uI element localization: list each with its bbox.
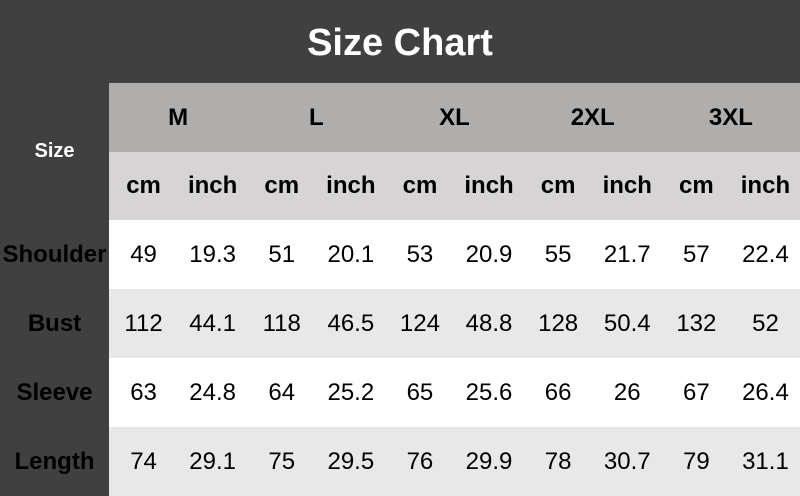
unit-header: inch (454, 152, 524, 220)
table-row: Bust 112 44.1 118 46.5 124 48.8 128 50.4 132 52 (0, 289, 800, 358)
size-header: 3XL (661, 83, 800, 152)
table-cell: 30.7 (592, 427, 662, 496)
unit-header: inch (178, 152, 248, 220)
table-cell: 74 (109, 427, 179, 496)
table-cell: 46.5 (316, 289, 386, 358)
unit-header-row: cm inch cm inch cm inch cm inch cm inch (0, 152, 800, 220)
table-cell: 52 (730, 289, 800, 358)
table-cell: 76 (385, 427, 455, 496)
row-label: Sleeve (0, 358, 109, 427)
table-cell: 20.1 (316, 220, 386, 289)
unit-header: cm (247, 152, 317, 220)
table-cell: 64 (247, 358, 317, 427)
unit-header: inch (316, 152, 386, 220)
size-header: M (109, 83, 248, 152)
table-cell: 29.1 (178, 427, 248, 496)
table-cell: 124 (385, 289, 455, 358)
table-cell: 112 (109, 289, 179, 358)
table-cell: 25.6 (454, 358, 524, 427)
unit-header: inch (730, 152, 800, 220)
table-cell: 31.1 (730, 427, 800, 496)
table-cell: 51 (247, 220, 317, 289)
unit-header: cm (661, 152, 731, 220)
table-cell: 44.1 (178, 289, 248, 358)
table-cell: 24.8 (178, 358, 248, 427)
table-cell: 50.4 (592, 289, 662, 358)
table-cell: 48.8 (454, 289, 524, 358)
table-cell: 63 (109, 358, 179, 427)
table-cell: 49 (109, 220, 179, 289)
size-header: XL (385, 83, 524, 152)
table-cell: 55 (523, 220, 593, 289)
row-label: Bust (0, 289, 109, 358)
table-cell: 26.4 (730, 358, 800, 427)
table-cell: 57 (661, 220, 731, 289)
size-header: L (247, 83, 386, 152)
table-cell: 75 (247, 427, 317, 496)
table-cell: 25.2 (316, 358, 386, 427)
table-cell: 67 (661, 358, 731, 427)
table-cell: 132 (661, 289, 731, 358)
table-row: Sleeve 63 24.8 64 25.2 65 25.6 66 26 67 26.4 (0, 358, 800, 427)
size-label: Size (0, 83, 109, 220)
table-cell: 21.7 (592, 220, 662, 289)
table-cell: 29.9 (454, 427, 524, 496)
table-cell: 66 (523, 358, 593, 427)
unit-header: cm (385, 152, 455, 220)
size-chart-table: Size M L XL 2XL 3XL cm inch cm inch cm inch cm inch cm… (0, 83, 800, 496)
row-label: Shoulder (0, 220, 109, 289)
page-title: Size Chart (307, 22, 493, 64)
row-label: Length (0, 427, 109, 496)
table-cell: 78 (523, 427, 593, 496)
table-cell: 19.3 (178, 220, 248, 289)
table-cell: 53 (385, 220, 455, 289)
size-header-row: Size M L XL 2XL 3XL (0, 83, 800, 220)
table-cell: 118 (247, 289, 317, 358)
unit-header: cm (523, 152, 593, 220)
table-cell: 26 (592, 358, 662, 427)
size-header: 2XL (523, 83, 662, 152)
unit-header: inch (592, 152, 662, 220)
table-cell: 79 (661, 427, 731, 496)
table-row: Length 74 29.1 75 29.5 76 29.9 78 30.7 79 31.1 (0, 427, 800, 496)
table-cell: 128 (523, 289, 593, 358)
table-cell: 22.4 (730, 220, 800, 289)
unit-header: cm (109, 152, 179, 220)
table-cell: 29.5 (316, 427, 386, 496)
table-cell: 65 (385, 358, 455, 427)
table-cell: 20.9 (454, 220, 524, 289)
table-row: Shoulder 49 19.3 51 20.1 53 20.9 55 21.7 57 22.4 (0, 220, 800, 289)
